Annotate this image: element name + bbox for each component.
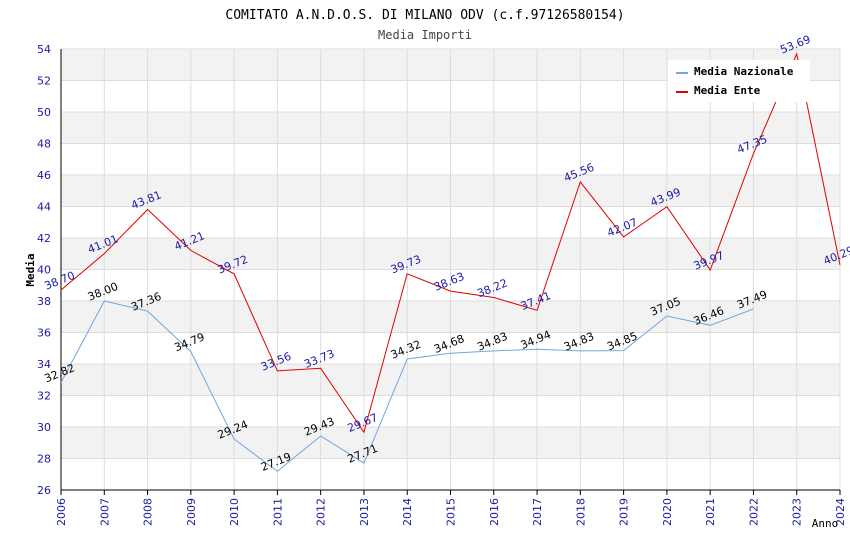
x-tick-label: 2011 bbox=[271, 498, 284, 526]
data-label: 38.22 bbox=[475, 276, 509, 300]
series-line-media-ente bbox=[60, 52, 841, 434]
x-tick-label: 2006 bbox=[55, 498, 68, 526]
y-axis-title: Media bbox=[24, 253, 37, 286]
y-tick-label: 32 bbox=[37, 390, 51, 403]
data-label: 34.83 bbox=[562, 330, 596, 354]
y-tick-label: 34 bbox=[37, 358, 51, 371]
tick-labels: 26 28 30 32 34 36 38 40 42 44 46 48 50 52 54 2006 2007 20… bbox=[37, 43, 847, 526]
x-tick-label: 2019 bbox=[618, 498, 631, 526]
y-tick-label: 52 bbox=[37, 75, 51, 88]
x-tick-label: 2022 bbox=[747, 498, 760, 526]
x-tick-label: 2012 bbox=[315, 498, 328, 526]
x-tick-label: 2020 bbox=[661, 498, 674, 526]
x-tick-label: 2016 bbox=[488, 498, 501, 526]
y-tick-label: 30 bbox=[37, 421, 51, 434]
x-tick-label: 2014 bbox=[401, 498, 414, 526]
y-tick-label: 26 bbox=[37, 484, 51, 497]
chart-subtitle: Media Importi bbox=[378, 28, 472, 42]
x-tick-label: 2010 bbox=[228, 498, 241, 526]
y-tick-label: 28 bbox=[37, 453, 51, 466]
x-tick-label: 2013 bbox=[358, 498, 371, 526]
x-tick-label: 2023 bbox=[791, 498, 804, 526]
x-tick-label: 2008 bbox=[142, 498, 155, 526]
y-tick-label: 38 bbox=[37, 295, 51, 308]
x-tick-label: 2024 bbox=[834, 498, 847, 526]
series-lines bbox=[60, 52, 841, 472]
x-tick-label: 2021 bbox=[704, 498, 717, 526]
x-tick-label: 2017 bbox=[531, 498, 544, 526]
y-tick-label: 40 bbox=[37, 264, 51, 277]
axes bbox=[60, 49, 841, 495]
legend: Media Nazionale Media Ente bbox=[668, 60, 810, 102]
legend-label-media-nazionale: Media Nazionale bbox=[694, 65, 794, 78]
x-tick-label: 2007 bbox=[98, 498, 111, 526]
x-tick-label: 2018 bbox=[574, 498, 587, 526]
y-tick-label: 44 bbox=[37, 201, 51, 214]
y-tick-label: 42 bbox=[37, 232, 51, 245]
series-line-media-nazionale bbox=[60, 300, 754, 472]
y-tick-label: 54 bbox=[37, 43, 51, 56]
y-tick-label: 48 bbox=[37, 138, 51, 151]
x-axis-title: Anno bbox=[812, 517, 839, 530]
y-tick-label: 50 bbox=[37, 106, 51, 119]
chart-title: COMITATO A.N.D.O.S. DI MILANO ODV (c.f.9… bbox=[225, 8, 624, 23]
y-tick-label: 46 bbox=[37, 169, 51, 182]
x-tick-label: 2015 bbox=[445, 498, 458, 526]
legend-label-media-ente: Media Ente bbox=[694, 84, 761, 97]
legend-box bbox=[668, 60, 810, 102]
y-tick-label: 36 bbox=[37, 327, 51, 340]
x-tick-label: 2009 bbox=[185, 498, 198, 526]
data-label: 34.85 bbox=[605, 329, 639, 353]
data-label: 38.00 bbox=[86, 280, 120, 304]
